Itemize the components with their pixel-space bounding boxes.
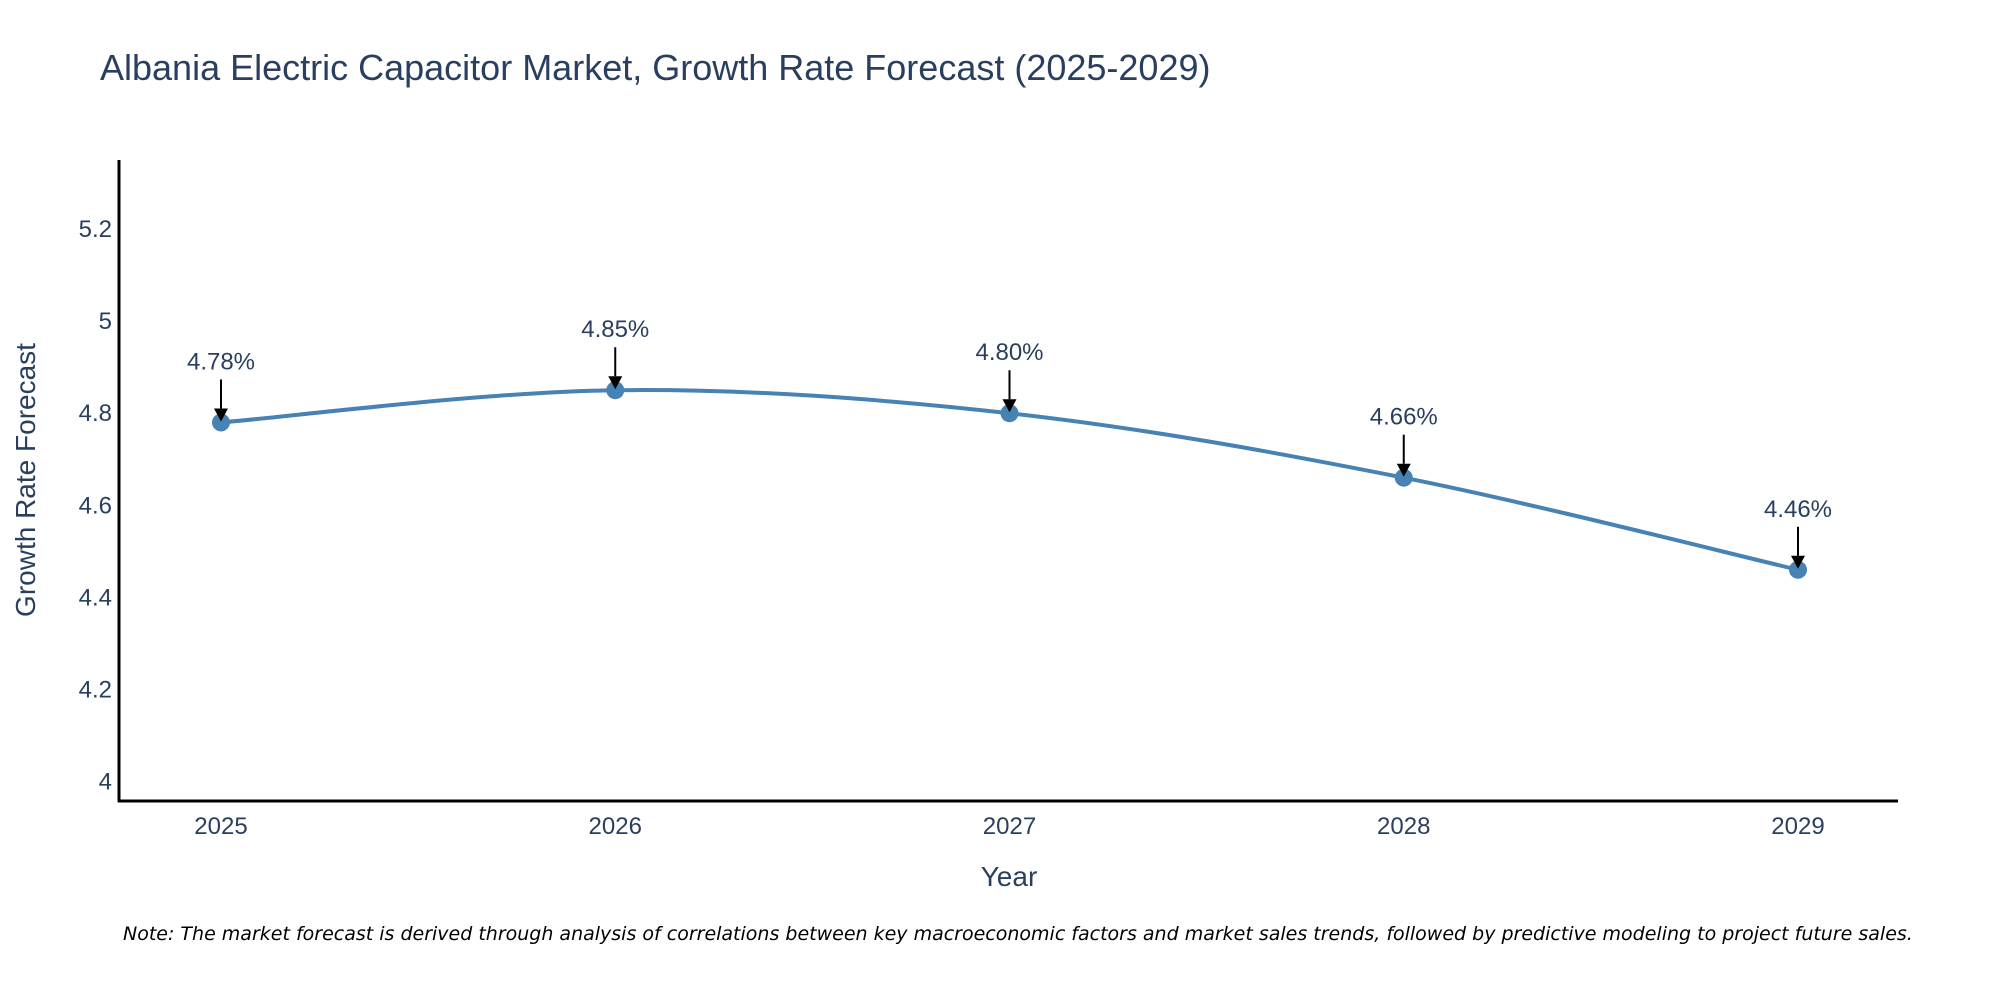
data-points <box>212 381 1807 579</box>
y-axis-title: Growth Rate Forecast <box>10 343 41 617</box>
annotation-arrowhead <box>608 376 623 390</box>
y-tick-label: 4.4 <box>79 584 112 611</box>
x-tick-label: 2025 <box>194 813 247 840</box>
data-labels: 4.78% 4.85% 4.80% 4.66% 4.46% <box>187 316 1832 569</box>
x-tick-label: 2027 <box>983 813 1036 840</box>
data-label: 4.46% <box>1764 496 1832 523</box>
y-tick-label: 4.8 <box>79 400 112 427</box>
data-point <box>606 381 625 400</box>
y-tick-label: 5 <box>99 308 112 335</box>
y-tick-label: 4.2 <box>79 676 112 703</box>
x-tick-label: 2028 <box>1377 813 1430 840</box>
x-axis-title: Year <box>981 861 1038 892</box>
y-tick-label: 4 <box>99 769 112 796</box>
data-label: 4.66% <box>1370 404 1438 431</box>
data-label: 4.80% <box>975 339 1043 366</box>
y-tick-label: 4.6 <box>79 492 112 519</box>
data-label: 4.85% <box>581 316 649 343</box>
data-point <box>1000 404 1019 423</box>
y-axis-ticks: 4 4.2 4.4 4.6 4.8 5 5.2 <box>79 216 112 796</box>
data-point <box>1789 560 1807 579</box>
annotation-arrowhead <box>1002 399 1017 413</box>
x-tick-label: 2026 <box>589 813 642 840</box>
annotation-arrowhead <box>214 408 228 422</box>
data-point <box>1394 468 1413 487</box>
footnote: Note: The market forecast is derived thr… <box>123 923 1913 945</box>
y-tick-label: 5.2 <box>79 216 112 243</box>
x-axis-ticks: 2025 2026 2027 2028 2029 <box>194 813 1824 840</box>
chart-title: Albania Electric Capacitor Market, Growt… <box>100 47 1210 88</box>
data-point <box>212 413 230 432</box>
annotation-arrowhead <box>1396 463 1411 477</box>
data-label: 4.78% <box>187 348 255 375</box>
x-tick-label: 2029 <box>1771 813 1824 840</box>
annotation-arrowhead <box>1791 555 1805 569</box>
